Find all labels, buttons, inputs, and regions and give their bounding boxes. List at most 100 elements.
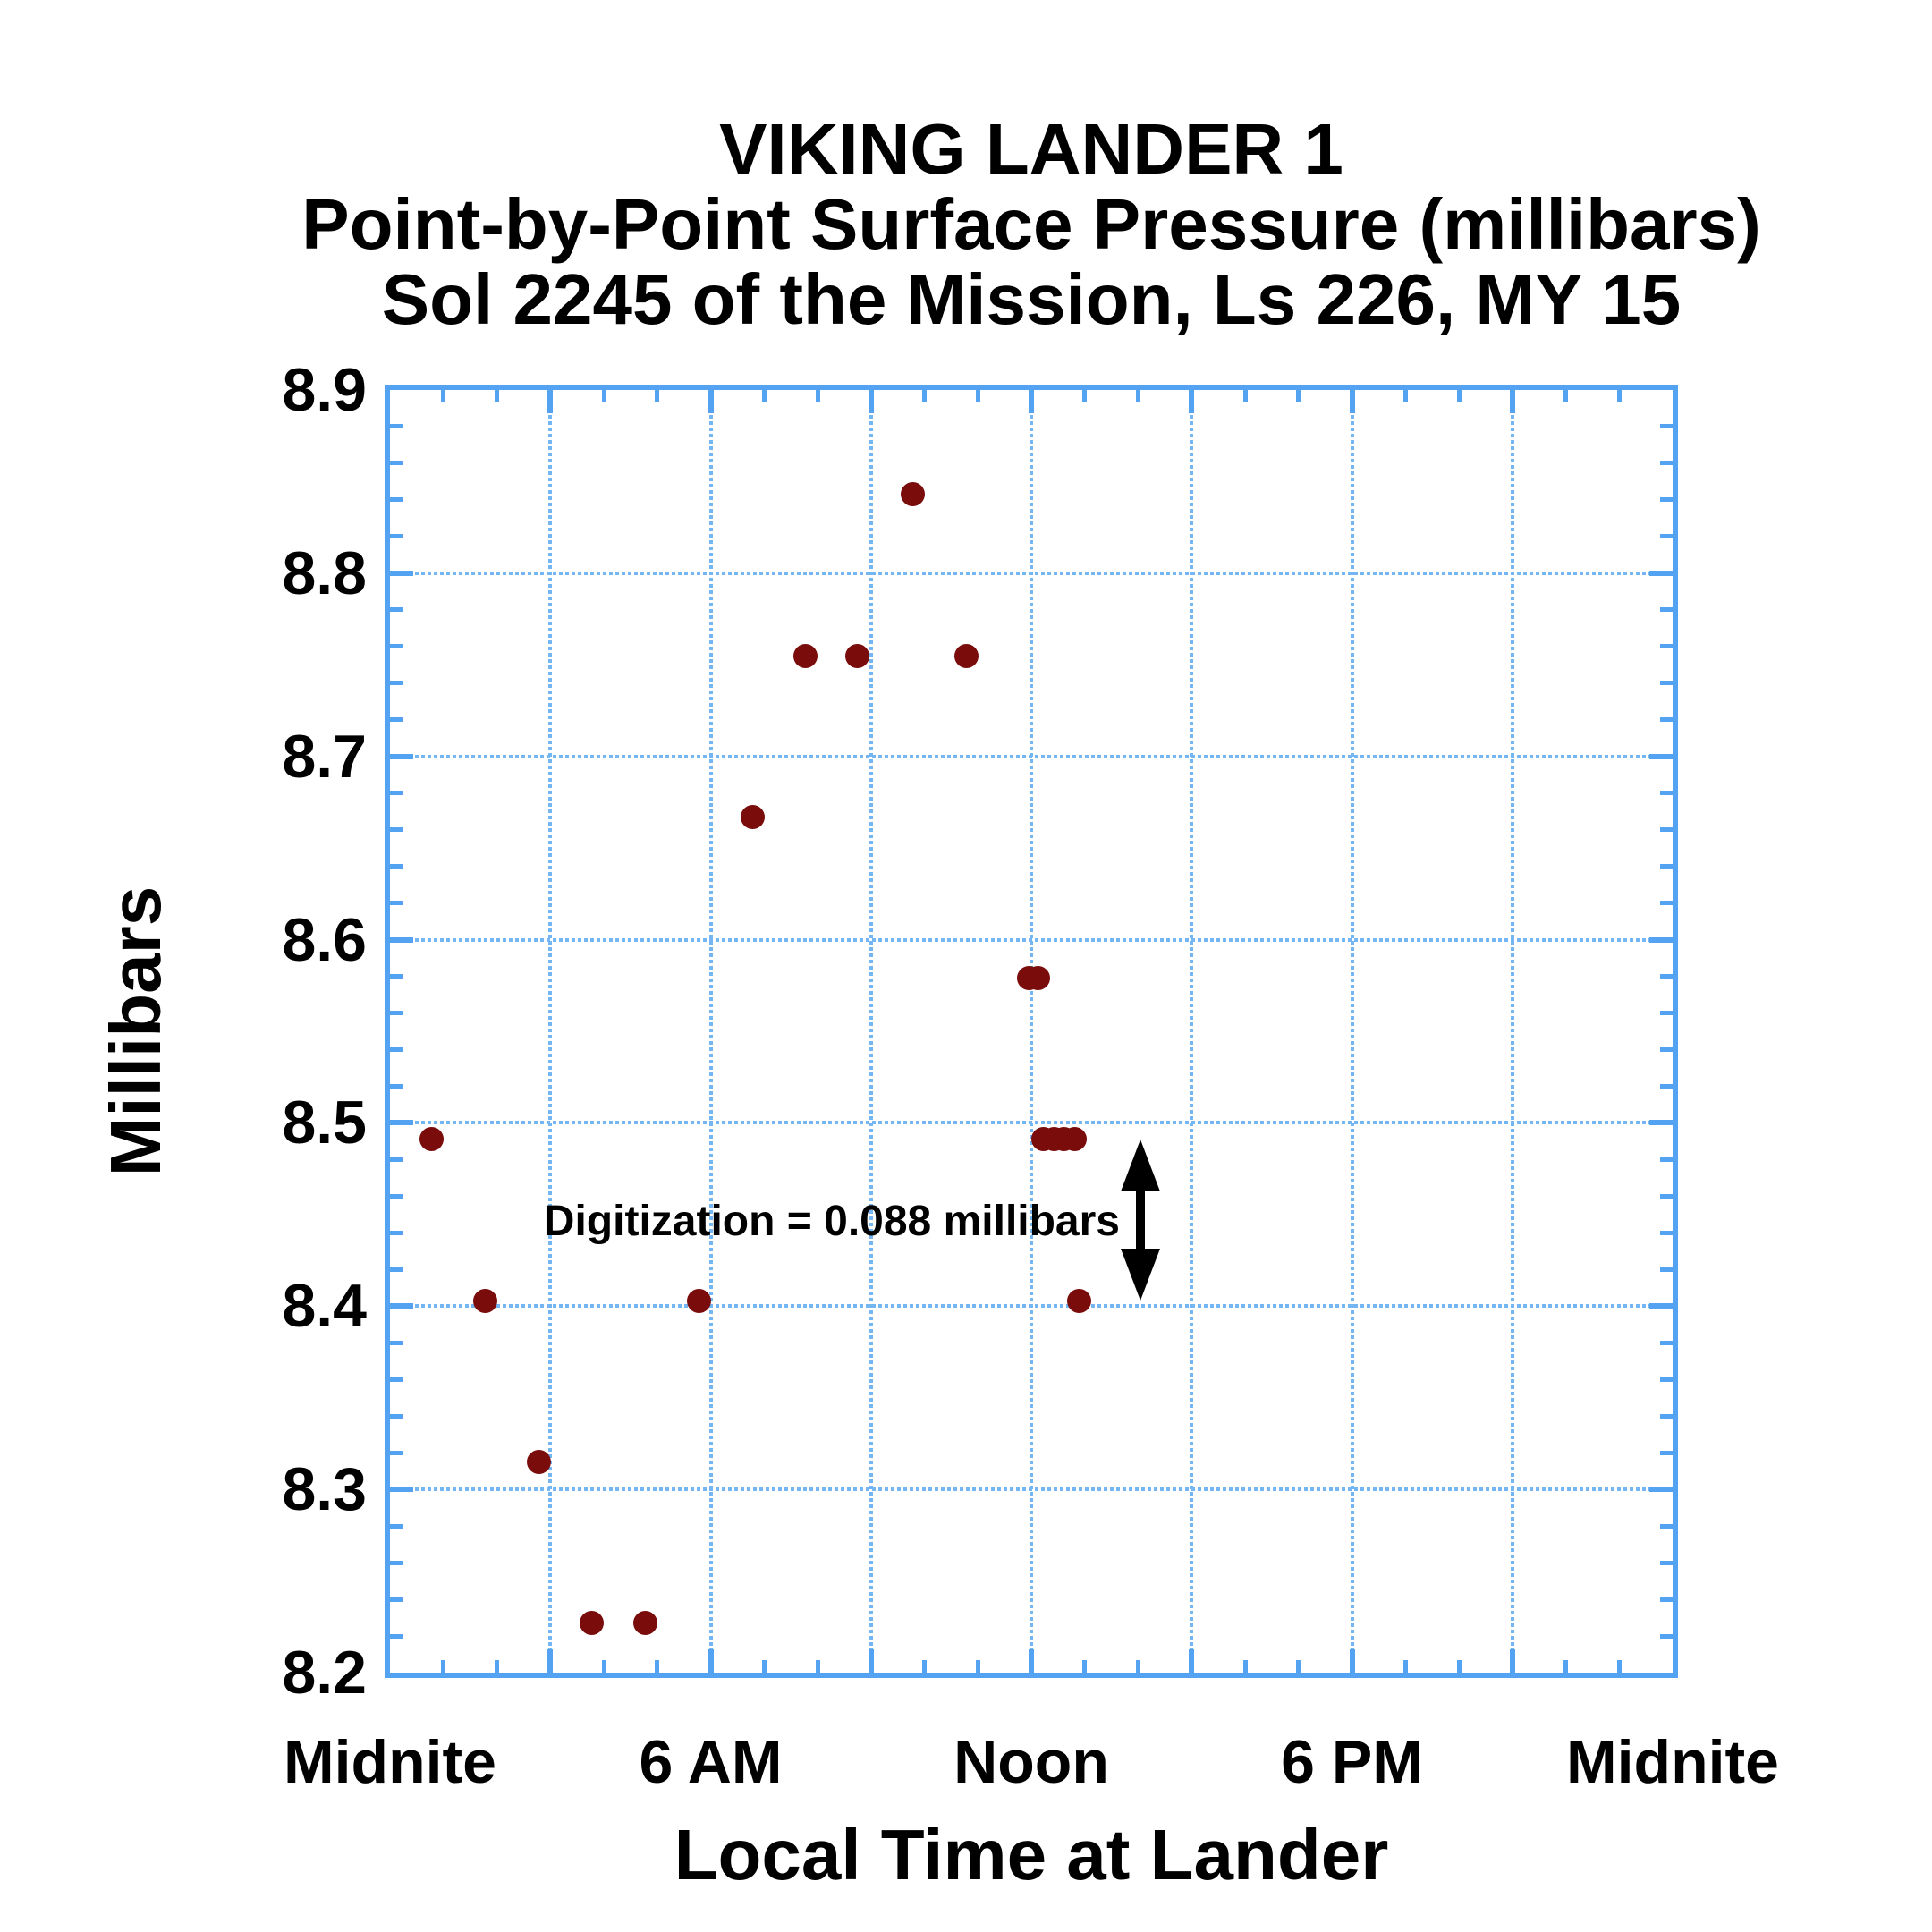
x-minor-tick-bottom <box>922 1660 927 1673</box>
x-minor-tick-bottom <box>495 1660 499 1673</box>
y-minor-tick-left <box>390 974 402 979</box>
horizontal-gridline <box>390 1304 1673 1309</box>
y-minor-tick-right <box>1660 827 1673 833</box>
x-tick-label: 6 PM <box>1281 1728 1423 1796</box>
vertical-gridline <box>1350 390 1354 1673</box>
y-major-tick-left <box>390 1487 413 1493</box>
horizontal-gridline <box>390 754 1673 758</box>
x-minor-tick-bottom <box>601 1660 606 1673</box>
x-major-tick-top <box>547 390 554 413</box>
x-minor-tick-top <box>601 390 606 402</box>
x-minor-tick-bottom <box>1456 1660 1462 1673</box>
y-minor-tick-left <box>390 1633 402 1639</box>
data-point <box>686 1288 711 1313</box>
y-minor-tick-right <box>1660 1450 1673 1455</box>
y-minor-tick-right <box>1660 1011 1673 1015</box>
y-minor-tick-right <box>1660 791 1673 796</box>
vertical-gridline <box>708 390 713 1673</box>
horizontal-gridline <box>390 1121 1673 1125</box>
x-major-tick-bottom <box>1509 1649 1515 1673</box>
chart-title-line-3: Sol 2245 of the Mission, Ls 226, MY 15 <box>381 259 1682 339</box>
x-major-tick-top <box>708 390 714 413</box>
y-tick-label: 8.7 <box>282 722 367 791</box>
x-major-tick-bottom <box>868 1649 874 1673</box>
x-minor-tick-top <box>441 390 446 402</box>
y-tick-label: 8.5 <box>282 1089 367 1157</box>
y-minor-tick-left <box>390 901 402 906</box>
y-minor-tick-left <box>390 717 402 723</box>
y-minor-tick-left <box>390 1450 402 1455</box>
y-major-tick-left <box>390 753 413 759</box>
data-point <box>1062 1127 1087 1152</box>
x-major-tick-top <box>1189 390 1195 413</box>
y-minor-tick-right <box>1660 1230 1673 1235</box>
data-point <box>1025 966 1050 991</box>
y-minor-tick-left <box>390 461 402 466</box>
data-point <box>953 643 979 668</box>
x-minor-tick-top <box>815 390 820 402</box>
x-minor-tick-top <box>1136 390 1140 402</box>
chart-title-line-1: VIKING LANDER 1 <box>719 109 1343 189</box>
x-minor-tick-top <box>1082 390 1088 402</box>
y-minor-tick-left <box>390 681 402 686</box>
x-minor-tick-bottom <box>975 1660 980 1673</box>
x-minor-tick-bottom <box>761 1660 767 1673</box>
plot-area <box>385 385 1678 1678</box>
x-major-tick-top <box>868 390 874 413</box>
y-minor-tick-left <box>390 1011 402 1015</box>
data-point <box>793 643 818 668</box>
data-point <box>1067 1288 1092 1313</box>
x-minor-tick-bottom <box>655 1660 660 1673</box>
y-minor-tick-right <box>1660 1523 1673 1529</box>
y-minor-tick-right <box>1660 607 1673 613</box>
y-minor-tick-right <box>1660 497 1673 503</box>
y-minor-tick-right <box>1660 1597 1673 1602</box>
y-minor-tick-right <box>1660 534 1673 539</box>
y-minor-tick-right <box>1660 901 1673 906</box>
x-minor-tick-bottom <box>1136 1660 1140 1673</box>
y-minor-tick-right <box>1660 461 1673 466</box>
y-minor-tick-left <box>390 1597 402 1602</box>
y-minor-tick-right <box>1660 974 1673 979</box>
digitization-arrow-shaft <box>1136 1182 1146 1258</box>
y-major-tick-right <box>1649 1303 1673 1309</box>
y-minor-tick-left <box>390 791 402 796</box>
x-minor-tick-top <box>1616 390 1622 402</box>
x-major-tick-bottom <box>708 1649 714 1673</box>
x-major-tick-bottom <box>1189 1649 1195 1673</box>
x-minor-tick-bottom <box>1082 1660 1088 1673</box>
y-minor-tick-right <box>1660 1413 1673 1419</box>
x-minor-tick-top <box>655 390 660 402</box>
vertical-gridline <box>869 390 873 1673</box>
y-minor-tick-left <box>390 1083 402 1089</box>
data-point <box>419 1127 445 1152</box>
x-minor-tick-top <box>1242 390 1248 402</box>
x-major-tick-top <box>1509 390 1515 413</box>
x-minor-tick-top <box>1402 390 1408 402</box>
y-minor-tick-left <box>390 424 402 429</box>
y-minor-tick-left <box>390 534 402 539</box>
y-minor-tick-left <box>390 827 402 833</box>
y-major-tick-right <box>1649 753 1673 759</box>
x-minor-tick-top <box>1563 390 1568 402</box>
y-minor-tick-right <box>1660 1377 1673 1382</box>
y-minor-tick-left <box>390 607 402 613</box>
y-minor-tick-right <box>1660 1193 1673 1199</box>
x-tick-label: 6 AM <box>639 1728 783 1796</box>
x-tick-label: Noon <box>953 1728 1109 1796</box>
vertical-gridline <box>1030 390 1033 1673</box>
data-point <box>740 804 765 829</box>
y-minor-tick-right <box>1660 681 1673 686</box>
x-major-tick-bottom <box>547 1649 554 1673</box>
x-major-tick-top <box>1029 390 1034 413</box>
y-minor-tick-left <box>390 1340 402 1345</box>
y-tick-label: 8.8 <box>282 538 367 607</box>
y-minor-tick-right <box>1660 1633 1673 1639</box>
x-minor-tick-bottom <box>815 1660 820 1673</box>
y-tick-label: 8.3 <box>282 1455 367 1524</box>
y-minor-tick-left <box>390 1193 402 1199</box>
x-major-tick-top <box>1349 390 1355 413</box>
x-tick-label: Midnite <box>1566 1728 1779 1796</box>
y-minor-tick-right <box>1660 1046 1673 1052</box>
